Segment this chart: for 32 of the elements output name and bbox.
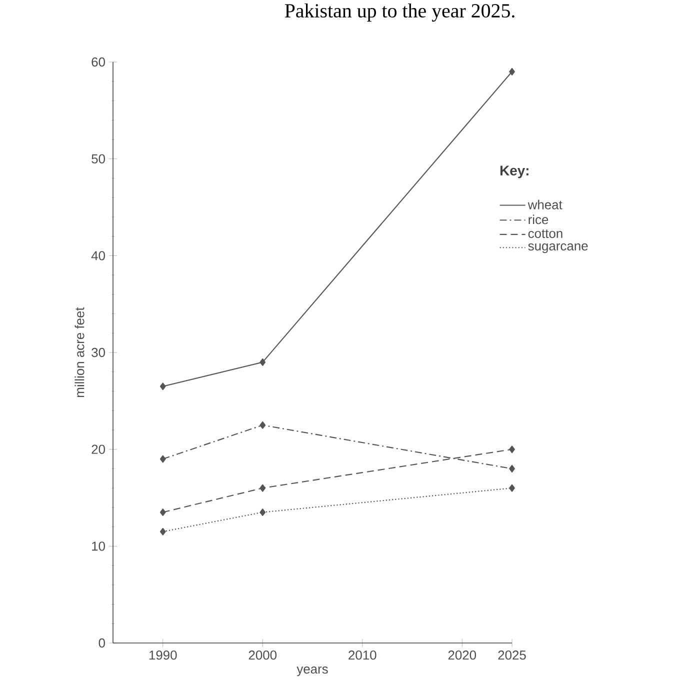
point <box>509 484 515 492</box>
point <box>260 484 266 492</box>
x-tick-label: 2020 <box>448 650 476 660</box>
legend-label: rice <box>528 214 548 224</box>
legend-label: sugarcane <box>528 243 588 254</box>
y-tick-label: 10 <box>92 542 105 551</box>
y-tick-label: 20 <box>92 444 105 454</box>
point <box>509 446 515 454</box>
chart-title: Pakistan up to the year 2025. <box>284 4 514 22</box>
y-tick-label: 50 <box>92 154 105 164</box>
y-tick-label: 0 <box>98 638 105 648</box>
x-tick-label: 2000 <box>248 650 277 660</box>
y-tick-label: 60 <box>92 57 105 67</box>
point <box>509 464 515 472</box>
y-tick-label: 30 <box>92 348 105 358</box>
point <box>509 68 515 76</box>
point <box>160 528 166 536</box>
x-tick-label: 1990 <box>149 650 177 660</box>
point <box>260 421 266 429</box>
point <box>160 455 166 463</box>
x-tick-label: 2025 <box>498 650 526 660</box>
point <box>160 508 166 516</box>
point <box>260 508 266 516</box>
legend-label: wheat <box>528 200 562 210</box>
y-axis-title: million acre feet <box>74 307 84 397</box>
legend-title: Key: <box>500 166 528 178</box>
point <box>260 358 266 366</box>
legend-label: cotton <box>528 230 562 238</box>
x-tick-label: 2010 <box>348 650 376 660</box>
x-axis-title: years <box>296 666 328 676</box>
y-tick-label: 40 <box>91 251 105 260</box>
point <box>160 382 166 390</box>
